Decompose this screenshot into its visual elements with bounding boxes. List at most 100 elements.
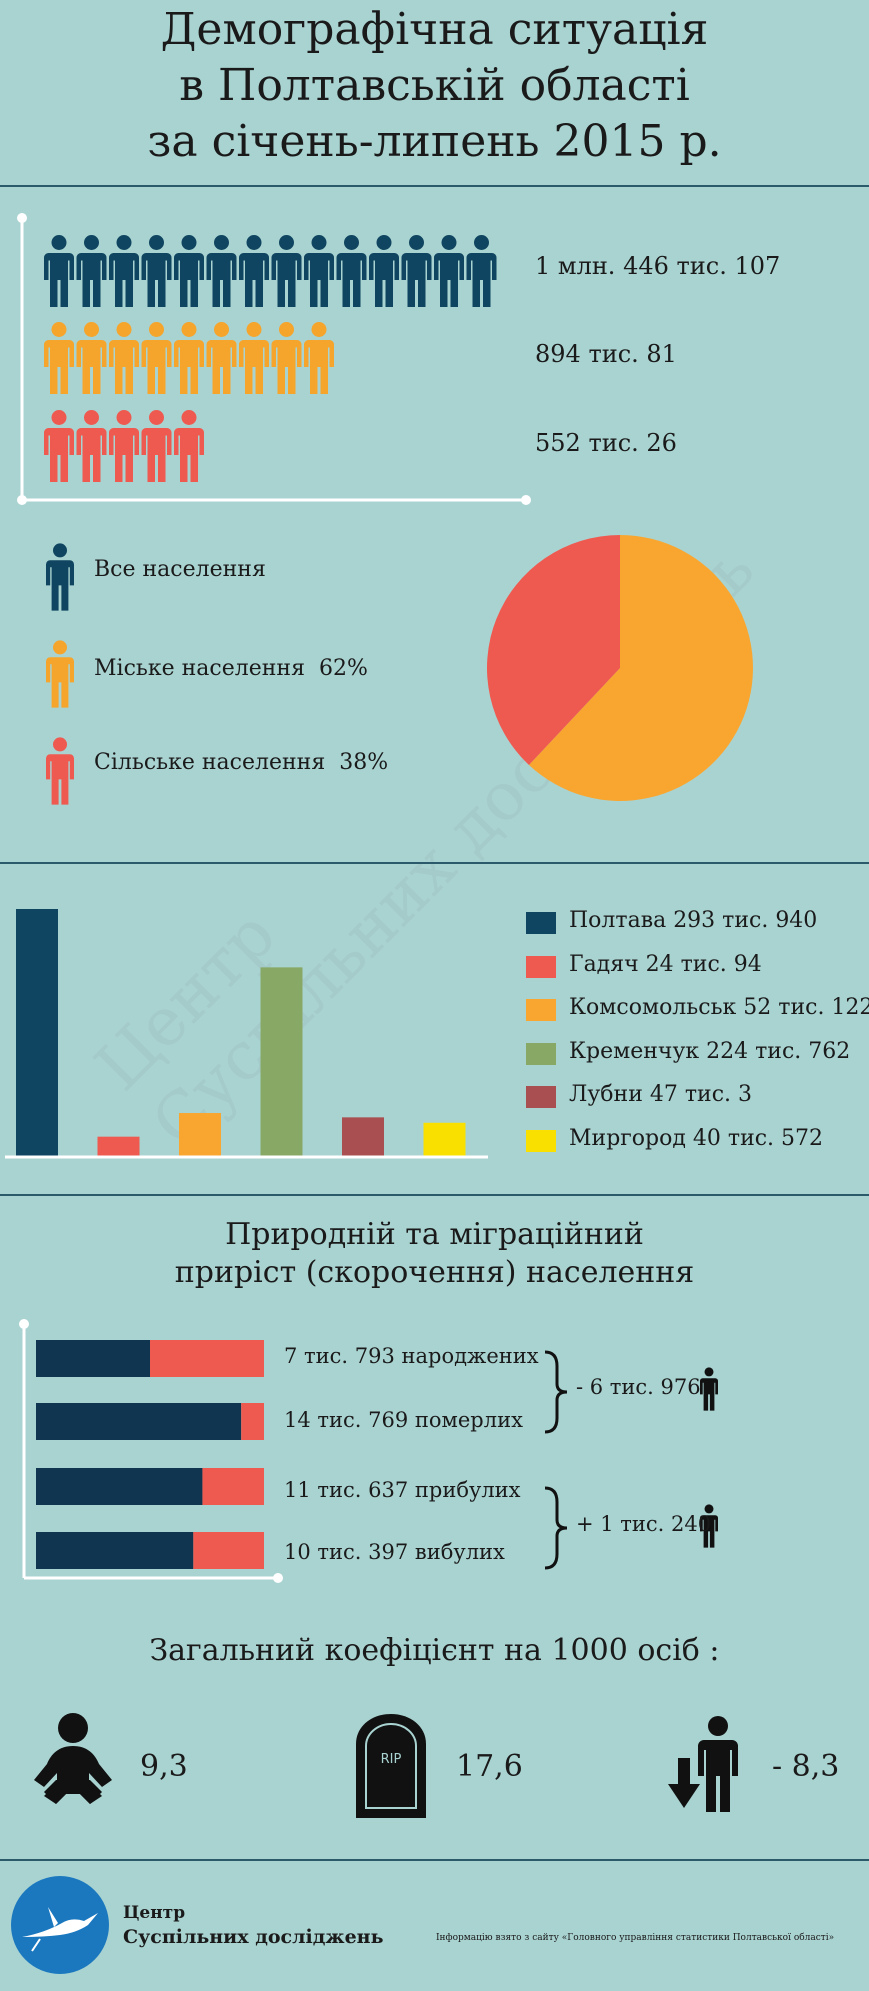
pie-slice-rural (486, 535, 620, 765)
deaths-label: 14 тис. 769 померлих (284, 1408, 523, 1432)
legend-swatch (526, 955, 556, 978)
person-icon (206, 410, 222, 482)
migration-bar-red (150, 1340, 264, 1377)
city-legend-label: Комсомольськ 52 тис. 122 (569, 995, 869, 1020)
city-bar (342, 1117, 384, 1157)
person-icon (434, 235, 464, 307)
births-label: 7 тис. 793 народжених (284, 1344, 539, 1368)
migration-bar-dark (36, 1532, 194, 1569)
person-icon (76, 235, 107, 307)
logo (11, 1876, 109, 1974)
legend-icons (46, 543, 74, 805)
person-icon (174, 235, 204, 307)
migration-bar-red (241, 1403, 264, 1440)
pie-slice-urban (528, 535, 753, 801)
footer-org-line1: Центр (123, 1903, 186, 1923)
person-icon (239, 322, 269, 394)
brace-natural (544, 1350, 568, 1434)
population-decline-icon (668, 1716, 738, 1812)
legend-swatch (526, 999, 556, 1021)
city-bar (16, 909, 58, 1157)
city-legend-label: Лубни 47 тис. 3 (569, 1082, 752, 1107)
brace-migration (544, 1486, 568, 1570)
page-title: Демографічна ситуація в Полтавській обла… (147, 4, 722, 167)
person-icon (206, 322, 237, 394)
pictogram-axes (17, 213, 531, 505)
migration-axes (19, 1319, 283, 1583)
person-icon (700, 1367, 718, 1411)
person-icon (141, 410, 172, 482)
city-bar (423, 1122, 466, 1157)
person-icon (466, 235, 497, 307)
city-legend-item: Полтава 293 тис. 940 (526, 908, 869, 936)
cities-legend: Полтава 293 тис. 940 Гадяч 24 тис. 94 Комс… (526, 908, 869, 1168)
migration-title: Природній та міграційний приріст (скороч… (174, 1217, 695, 1290)
person-icon (369, 235, 399, 307)
city-bar (97, 1136, 140, 1157)
migration-bar-dark (36, 1468, 203, 1505)
natural-growth-value: - 6 тис. 976 (576, 1375, 701, 1399)
legend-swatch (526, 1129, 556, 1152)
migration-bar-dark (36, 1403, 242, 1440)
city-legend-item: Миргород 40 тис. 572 (526, 1126, 869, 1154)
person-icon (304, 235, 334, 307)
city-legend-item: Лубни 47 тис. 3 (526, 1082, 869, 1110)
urban-rural-pie-chart (486, 535, 753, 801)
person-icon (109, 322, 139, 394)
death-rate-value: 17,6 (456, 1749, 523, 1784)
migration-bar-red (193, 1532, 264, 1569)
migration-chart (19, 1319, 718, 1583)
city-legend-item: Комсомольськ 52 тис. 122 (526, 995, 869, 1023)
person-icon (44, 235, 74, 307)
rural-population-value: 552 тис. 26 (535, 429, 677, 457)
legend-swatch (526, 912, 556, 934)
city-legend-label: Кременчук 224 тис. 762 (569, 1038, 851, 1064)
person-icon (304, 322, 334, 394)
coefficient-title: Загальний коефіцієнт на 1000 осіб : (149, 1633, 720, 1668)
svg-text:RIP: RIP (381, 1752, 402, 1767)
footer-org-line2: Суспільних досліджень (123, 1926, 384, 1948)
migration-bar-dark (36, 1340, 150, 1377)
city-legend-label: Гадяч 24 тис. 94 (569, 951, 762, 977)
person-icon (336, 235, 367, 307)
person-icon (271, 322, 302, 394)
total-population-value: 1 млн. 446 тис. 107 (535, 252, 781, 280)
departures-label: 10 тис. 397 вибулих (284, 1540, 505, 1564)
legend-urban-label: Міське населення 62% (94, 656, 368, 681)
birth-rate-value: 9,3 (140, 1749, 188, 1784)
city-legend-item: Гадяч 24 тис. 94 (526, 952, 869, 980)
migration-growth-value: + 1 тис. 240 (576, 1512, 712, 1536)
person-icon (44, 322, 74, 394)
baby-icon (34, 1713, 112, 1804)
arrivals-label: 11 тис. 637 прибулих (284, 1478, 521, 1502)
legend-total-label: Все населення (94, 557, 266, 582)
city-legend-item: Кременчук 224 тис. 762 (526, 1039, 869, 1067)
urban-population-value: 894 тис. 81 (535, 340, 677, 368)
city-bar (260, 967, 303, 1157)
person-icon (109, 235, 139, 307)
city-legend-label: Полтава 293 тис. 940 (569, 908, 818, 933)
person-icon (174, 410, 204, 482)
person-icon (76, 410, 107, 482)
person-icon (44, 410, 74, 482)
divider (0, 185, 869, 187)
divider (0, 1859, 869, 1861)
migration-bar-red (202, 1468, 264, 1505)
person-icon (174, 322, 204, 394)
legend-swatch (526, 1086, 556, 1108)
city-legend-label: Миргород 40 тис. 572 (569, 1125, 824, 1151)
person-icon (206, 235, 237, 307)
divider (0, 1194, 869, 1196)
gravestone-icon: RIP (356, 1714, 426, 1818)
footer-source-note: Інформацію взято з сайту «Головного упра… (436, 1933, 835, 1943)
person-icon-rural (46, 737, 74, 805)
person-icon (401, 235, 432, 307)
divider (0, 862, 869, 864)
person-icon (76, 322, 107, 394)
person-icon (239, 235, 269, 307)
natural-change-rate-value: - 8,3 (772, 1749, 840, 1784)
legend-rural-label: Сільське населення 38% (94, 750, 389, 775)
person-icon (109, 410, 139, 482)
city-bar (179, 1113, 221, 1157)
person-icon-total (46, 543, 74, 611)
